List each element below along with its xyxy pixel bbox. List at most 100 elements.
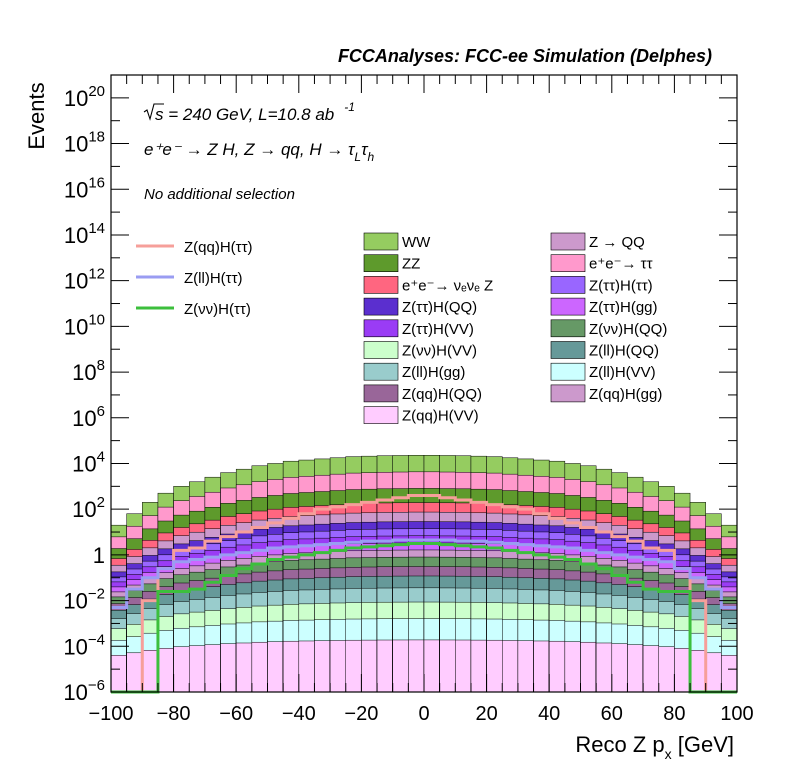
y-tick-base: 10	[63, 680, 87, 705]
y-tick-exp: 10	[88, 311, 105, 328]
histogram-bar	[392, 639, 409, 693]
y-tick-base: 10	[64, 223, 88, 248]
y-tick-base: 10	[72, 406, 96, 431]
y-tick-label: 10−2	[63, 586, 105, 614]
histogram-bar	[220, 643, 237, 693]
y-tick-base: 10	[64, 269, 88, 294]
sqrt-symbol	[143, 103, 164, 121]
x-tick-label: 0	[418, 703, 429, 725]
x-tick-label: −40	[282, 703, 316, 725]
legend-fill-label: Z(ττ)H(gg)	[589, 299, 658, 316]
histogram-bar	[173, 646, 190, 693]
y-tick-base: 10	[64, 86, 88, 111]
histogram-bar	[721, 655, 738, 693]
annotation-lumi: s = 240 GeV, L=10.8 ab	[155, 105, 334, 124]
histogram-bar	[502, 640, 519, 693]
legend-fill-label: ZZ	[402, 256, 420, 273]
legend-fill-swatch	[550, 254, 586, 272]
legend-fill-label: e⁺e⁻→ ττ	[589, 256, 653, 273]
x-axis-label-main: Reco Z p	[575, 732, 664, 757]
legend-fill-swatch	[550, 341, 586, 359]
annotation-selection: No additional selection	[144, 186, 295, 203]
series-line	[111, 541, 737, 694]
y-tick-label: 1020	[64, 83, 105, 111]
x-tick-label: 20	[475, 703, 497, 725]
x-tick-label: −20	[344, 703, 378, 725]
legend-fill-swatch	[363, 297, 399, 316]
histogram-bar	[627, 644, 644, 693]
histogram-bar	[674, 648, 691, 693]
legend-fill-swatch	[550, 319, 586, 338]
x-axis-label-unit: [GeV]	[672, 732, 734, 757]
y-tick-label: 104	[72, 448, 105, 476]
x-tick-label: 100	[720, 703, 753, 725]
histogram-bar	[548, 640, 566, 693]
x-tick-label: −60	[219, 703, 253, 725]
histogram-bar	[110, 655, 127, 693]
y-tick-label: 10−4	[63, 631, 105, 659]
histogram-bar	[345, 639, 362, 693]
y-tick-base: 10	[64, 177, 88, 202]
y-tick-base: 10	[63, 589, 87, 614]
legend-fill-swatch	[550, 232, 586, 251]
legend-fill-label: Z(ll)H(QQ)	[589, 343, 659, 360]
annotation-process: e⁺e⁻ → Z H, Z → qq, H → τLτh	[144, 140, 374, 164]
legend-line-label: Z(ll)H(ττ)	[184, 270, 243, 287]
x-tick-label: −80	[157, 703, 191, 725]
y-axis-label: Events	[24, 82, 49, 149]
y-tick-base: 10	[72, 451, 96, 476]
legend-fill-swatch	[363, 232, 399, 251]
legend-fill-label: Z(νν)H(VV)	[402, 343, 477, 360]
histogram-bar	[204, 644, 221, 693]
y-tick-label: 108	[72, 357, 105, 385]
x-tick-label: 60	[601, 703, 623, 725]
histogram-bar	[689, 650, 706, 693]
y-tick-exp: 16	[88, 174, 105, 191]
legend-fill-label: Z(ττ)H(QQ)	[402, 299, 477, 316]
y-tick-exp: 12	[88, 266, 105, 283]
y-tick-label: 10−6	[63, 677, 105, 705]
y-tick-label: 1012	[64, 266, 105, 294]
annotation-process-sub1: L	[354, 150, 361, 164]
chart-title: FCCAnalyses: FCC-ee Simulation (Delphes)	[338, 46, 712, 66]
signal-lines	[111, 493, 737, 694]
y-tick-label: 1018	[64, 129, 105, 157]
axis-ticks: −100 −80 −60 −40 −20 0 20 40 60 80 10010−610−410−2…	[63, 74, 754, 725]
histogram-bar	[705, 652, 722, 693]
legend-line-label: Z(qq)H(ττ)	[184, 239, 253, 256]
y-tick-exp: 4	[97, 448, 105, 465]
y-tick-exp: 2	[97, 494, 105, 511]
histogram-bar	[439, 639, 456, 693]
x-axis-label-sub: x	[665, 746, 672, 762]
y-tick-base: 10	[72, 360, 96, 385]
histogram-bar	[189, 645, 206, 693]
histogram-bar	[564, 641, 581, 693]
annotation-sqrt-s: s = 240 GeV, L=10.8 ab -1	[155, 100, 355, 124]
legend-fill-swatch	[363, 341, 399, 359]
y-tick-exp: 6	[97, 403, 105, 420]
legend: Z(qq)H(ττ) Z(ll)H(ττ) Z(νν)H(ττ) WW ZZ e⁺e⁻→ …	[136, 232, 667, 425]
x-tick-label: 80	[663, 703, 685, 725]
histogram-bar	[376, 639, 393, 693]
legend-fill-label: Z(ll)H(gg)	[402, 364, 465, 381]
y-tick-label: 106	[72, 403, 105, 431]
y-tick-label: 1010	[64, 311, 105, 339]
y-tick-exp: 18	[88, 129, 105, 146]
x-tick-label: −100	[88, 703, 133, 725]
histogram-bar	[282, 640, 300, 693]
annotation-block: s = 240 GeV, L=10.8 ab -1 e⁺e⁻ → Z H, Z →…	[143, 100, 374, 203]
histogram-bar	[533, 640, 550, 693]
legend-fill-label: Z(qq)H(gg)	[589, 386, 662, 403]
histogram-bar	[486, 639, 503, 693]
y-tick-label: 102	[72, 494, 105, 522]
legend-line-label: Z(νν)H(ττ)	[184, 301, 251, 318]
y-tick-label: 1014	[64, 220, 105, 248]
legend-fill-swatch	[363, 276, 399, 294]
y-tick-label: 1	[93, 543, 105, 568]
histogram-bar	[611, 643, 628, 693]
y-tick-base: 10	[63, 634, 87, 659]
histogram-bar	[329, 640, 347, 693]
histogram-bar	[595, 642, 613, 693]
histogram-bar	[455, 639, 472, 693]
